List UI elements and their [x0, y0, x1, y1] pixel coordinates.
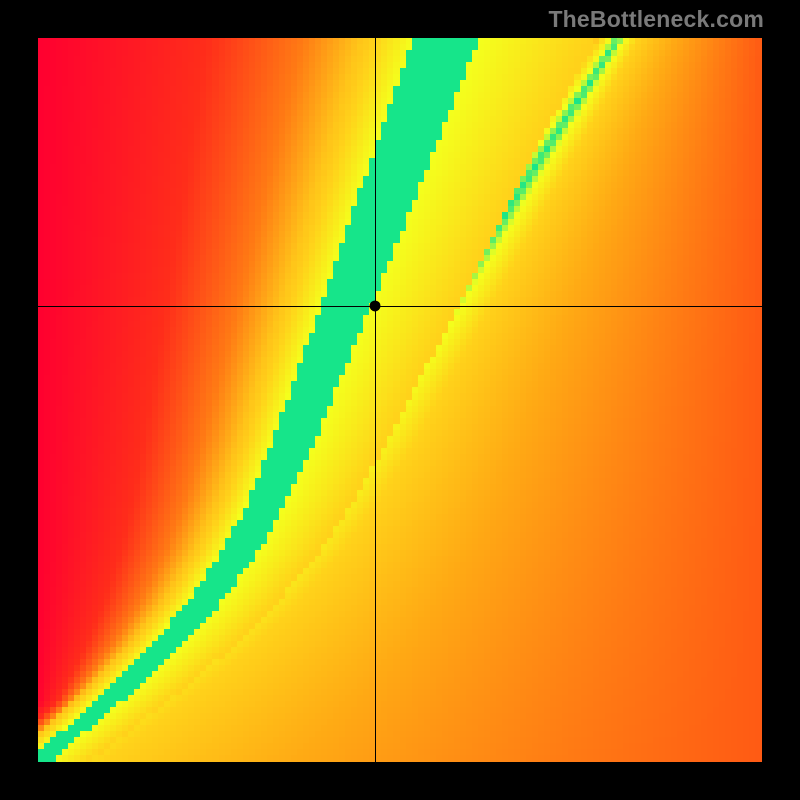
heatmap-plot [38, 38, 762, 762]
watermark-text: TheBottleneck.com [548, 6, 764, 33]
